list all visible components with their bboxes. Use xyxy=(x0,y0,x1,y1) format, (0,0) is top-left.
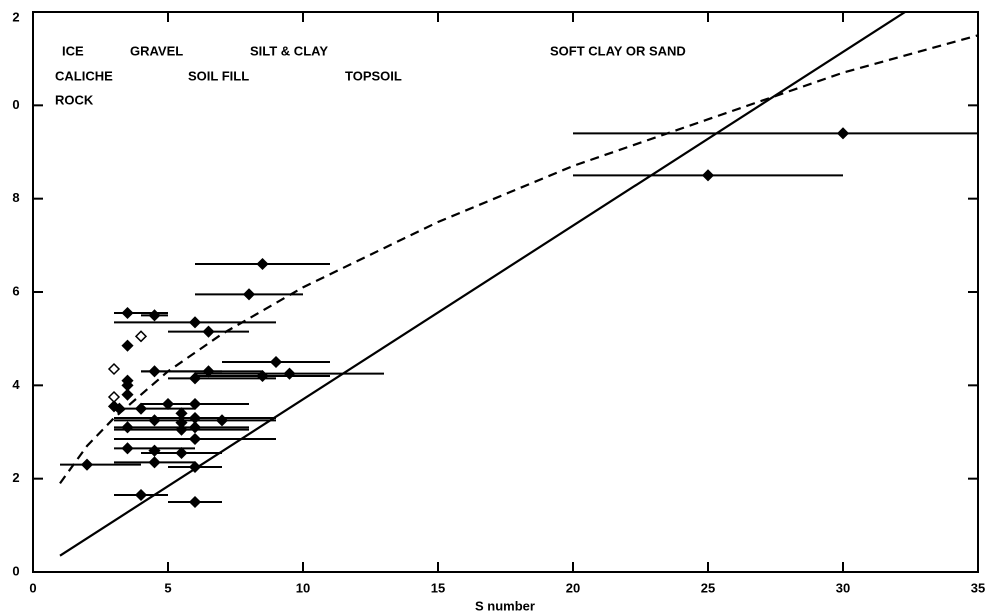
data-point xyxy=(202,365,215,378)
data-point xyxy=(80,458,94,471)
data-point xyxy=(202,325,215,338)
data-point xyxy=(148,444,161,457)
data-point xyxy=(121,306,134,320)
annotation: ICE xyxy=(62,43,84,58)
annotation: ROCK xyxy=(55,92,94,107)
data-point xyxy=(148,309,161,322)
data-point xyxy=(134,330,148,343)
data-point xyxy=(148,456,161,469)
annotation: SOFT CLAY OR SAND xyxy=(550,43,686,58)
y-tick-label: 4 xyxy=(12,377,20,392)
data-point xyxy=(283,367,296,380)
x-tick-label: 10 xyxy=(296,580,310,595)
data-point xyxy=(188,460,202,474)
plot-frame xyxy=(32,11,979,573)
x-tick-label: 30 xyxy=(836,580,850,595)
data-point xyxy=(256,257,269,271)
y-tick-label: 2 xyxy=(12,9,19,24)
plot-area xyxy=(59,12,978,557)
data-point xyxy=(242,288,256,301)
data-point xyxy=(134,488,148,502)
x-tick-label: 5 xyxy=(164,580,171,595)
data-point xyxy=(134,402,148,415)
dashed-line xyxy=(59,34,978,484)
annotation: CALICHE xyxy=(55,68,113,83)
data-point xyxy=(175,446,188,460)
data-point xyxy=(121,421,134,434)
data-point xyxy=(188,432,202,446)
x-axis-label: S number xyxy=(475,598,535,613)
data-point xyxy=(188,421,202,434)
y-tick-label: 0 xyxy=(12,97,19,112)
data-point xyxy=(188,316,202,329)
data-point xyxy=(269,355,283,369)
annotation: SILT & CLAY xyxy=(250,43,328,58)
x-tick-label: 25 xyxy=(701,580,715,595)
y-tick-label: 0 xyxy=(12,563,19,578)
annotation: SOIL FILL xyxy=(188,68,249,83)
y-tick-label: 8 xyxy=(12,190,19,205)
x-tick-label: 35 xyxy=(971,580,985,595)
data-point xyxy=(121,339,134,352)
data-point xyxy=(836,127,850,140)
annotations: ICE GRAVEL SILT & CLAY SOFT CLAY OR SAND CAL… xyxy=(55,43,686,107)
data-point xyxy=(148,414,161,427)
data-point xyxy=(121,388,134,401)
data-point xyxy=(188,372,202,385)
y-tick-label: 2 xyxy=(12,470,19,485)
annotation: GRAVEL xyxy=(130,43,183,58)
data-point xyxy=(188,495,202,509)
data-point xyxy=(256,369,269,383)
x-tick-label: 15 xyxy=(431,580,445,595)
annotation: TOPSOIL xyxy=(345,68,402,83)
data-point xyxy=(107,390,121,404)
data-point xyxy=(215,414,229,427)
y-tick-label: 6 xyxy=(12,283,19,298)
data-point xyxy=(175,423,188,436)
data-point xyxy=(701,169,715,182)
x-tick-label: 0 xyxy=(29,580,36,595)
solid-line xyxy=(59,12,906,557)
x-tick-label: 20 xyxy=(566,580,580,595)
data-point xyxy=(188,397,202,411)
data-point xyxy=(121,442,134,455)
data-point xyxy=(107,362,121,376)
